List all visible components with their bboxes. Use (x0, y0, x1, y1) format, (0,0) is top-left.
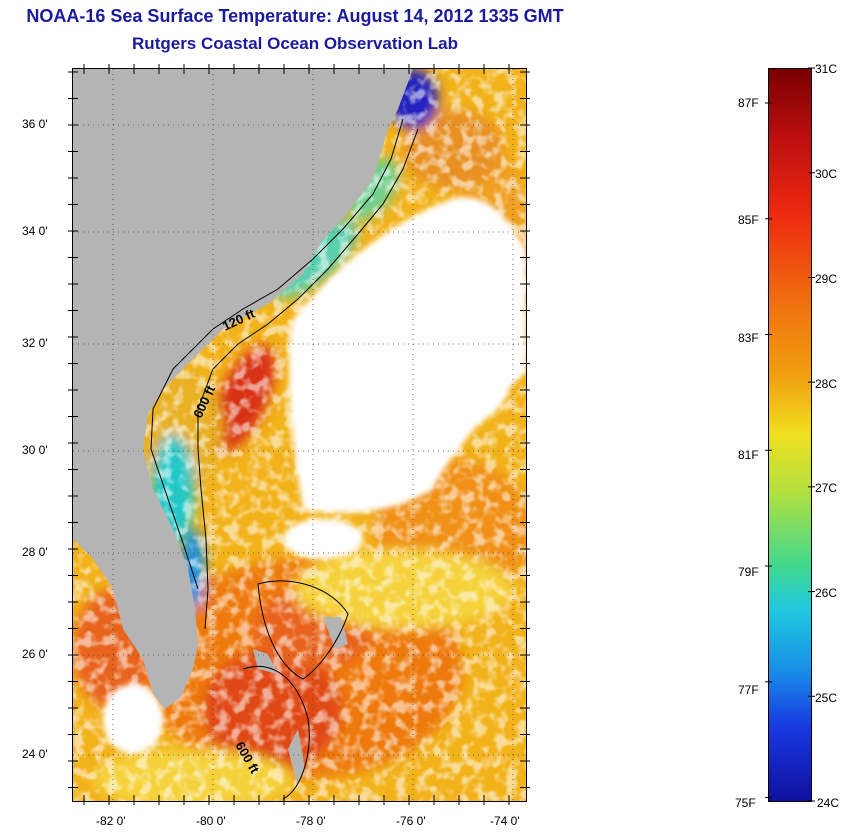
colorbar-f-label: 85F (738, 213, 759, 227)
colorbar-c-label: 30C (815, 167, 838, 181)
sst-map-svg: 120 ft 600 ft 600 ft (73, 69, 526, 801)
island (253, 649, 278, 674)
colorbar-c-label: 25C (815, 691, 838, 705)
isobath-bahamas (257, 580, 349, 680)
lat-label: 26 0' (22, 647, 48, 661)
lat-label: 28 0' (22, 545, 48, 559)
lon-label: -82 0' (96, 814, 126, 828)
colorbar-c-label: 31C (815, 62, 838, 76)
colorbar-c-label: 26C (815, 586, 838, 600)
sst-map: 120 ft 600 ft 600 ft (72, 68, 527, 802)
island (323, 617, 348, 649)
isobath-bahamas-2 (242, 665, 310, 800)
isobath-120ft (150, 118, 404, 590)
colorbar-c-label: 28C (815, 377, 838, 391)
lon-label: -76 0' (396, 814, 426, 828)
map-subtitle: Rutgers Coastal Ocean Observation Lab (132, 34, 458, 53)
colorbar-f-label: 77F (738, 683, 759, 697)
colorbar-f-label: 87F (738, 96, 759, 110)
lat-label: 36 0' (22, 117, 48, 131)
colorbar-f-label: 83F (738, 331, 759, 345)
lon-label: -80 0' (196, 814, 226, 828)
land-mass (73, 69, 413, 709)
colorbar-f-label: 81F (738, 448, 759, 462)
lon-label: -78 0' (296, 814, 326, 828)
colorbar-c-label: 24C (817, 796, 840, 810)
map-title: NOAA-16 Sea Surface Temperature: August … (26, 6, 564, 26)
lon-label: -74 0' (490, 814, 520, 828)
temperature-colorbar (768, 68, 812, 802)
colorbar-f-label: 79F (738, 565, 759, 579)
lat-lon-grid (73, 69, 526, 801)
lat-label: 34 0' (22, 224, 48, 238)
colorbar-c-label: 29C (815, 272, 838, 286)
lat-label: 24 0' (22, 747, 48, 761)
colorbar-c-label: 27C (815, 481, 838, 495)
lat-label: 30 0' (22, 443, 48, 457)
lat-label: 32 0' (22, 336, 48, 350)
island (288, 729, 305, 784)
colorbar-f-label: 75F (735, 796, 756, 810)
